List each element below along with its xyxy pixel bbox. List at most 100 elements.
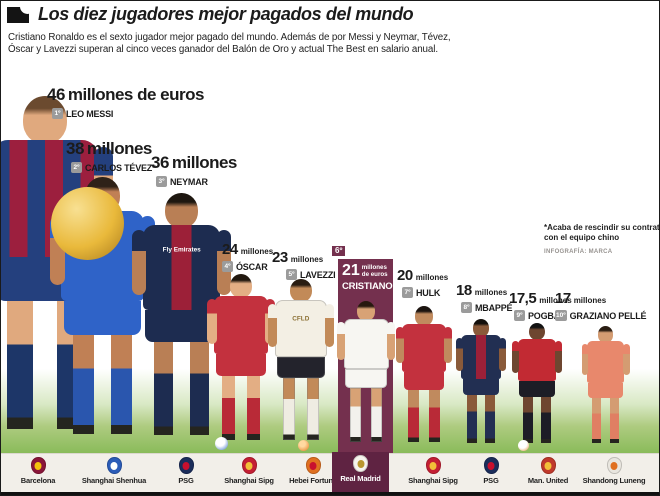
player-legs bbox=[592, 398, 619, 444]
player-legs bbox=[349, 387, 383, 442]
salary-value: 18 bbox=[456, 282, 472, 299]
player-figure-mbappe bbox=[455, 319, 506, 443]
salary-value: 20 bbox=[397, 267, 413, 284]
player-figure-cristiano bbox=[337, 301, 395, 442]
bottom-border bbox=[1, 492, 659, 495]
salary-value: 24 bbox=[222, 241, 238, 258]
player-figure-oscar bbox=[207, 274, 276, 441]
player-name: GRAZIANO PELLÉ bbox=[569, 310, 647, 321]
player-shorts bbox=[403, 371, 445, 390]
player-name: POGBA bbox=[528, 310, 561, 321]
club-crest-icon bbox=[425, 457, 441, 474]
player-head bbox=[22, 96, 68, 144]
club-crest-icon bbox=[305, 457, 321, 474]
player-shorts bbox=[462, 378, 500, 396]
salary-label-oscar: 24 millones 4º ÓSCAR bbox=[222, 241, 273, 272]
salary-value: 38 bbox=[66, 139, 84, 158]
player-shirt: CFLD bbox=[268, 300, 334, 357]
club-cell-shanghai-shenhua: Shanghai Shenhua bbox=[79, 454, 149, 493]
player-name: CRISTIANO bbox=[342, 281, 393, 292]
player-shirt bbox=[455, 335, 506, 379]
rank-badge: 5º bbox=[286, 269, 297, 280]
player-head bbox=[472, 319, 490, 337]
player-shorts bbox=[64, 301, 141, 336]
club-crest-icon bbox=[241, 457, 257, 474]
club-name: Barcelona bbox=[20, 476, 56, 485]
player-name: CARLOS TÉVEZ* bbox=[85, 162, 156, 173]
salary-value: 46 bbox=[47, 85, 65, 104]
club-cell-hebei-fortune: Hebei Fortune bbox=[278, 454, 348, 493]
player-name: NEYMAR bbox=[170, 176, 208, 187]
salary-label-hulk: 20 millones 7º HULK bbox=[397, 267, 448, 298]
rank-badge: 7º bbox=[402, 287, 413, 298]
ball-icon bbox=[298, 440, 309, 451]
player-legs bbox=[282, 378, 320, 441]
player-shorts bbox=[345, 368, 387, 388]
salary-unit: millones bbox=[474, 288, 508, 297]
player-figure-neymar: Fly Emirates bbox=[131, 193, 232, 435]
player-shirt bbox=[337, 319, 395, 369]
club-crest-icon bbox=[106, 457, 122, 474]
player-figure-pelle bbox=[581, 326, 629, 444]
rank-badge: 4º bbox=[222, 261, 233, 272]
player-shirt bbox=[396, 323, 452, 372]
club-crest-icon bbox=[483, 457, 499, 474]
player-shirt bbox=[207, 295, 276, 355]
club-cell-shandong-luneng: Shandong Luneng bbox=[579, 454, 649, 493]
club-name: Shanghai Shenhua bbox=[81, 476, 147, 485]
rank-badge: 9º bbox=[514, 310, 525, 321]
player-legs bbox=[73, 335, 132, 434]
salary-value: 36 bbox=[151, 153, 169, 172]
salary-value: 17,5 bbox=[509, 290, 537, 307]
player-name: ÓSCAR bbox=[236, 261, 268, 272]
subtitle: Cristiano Ronaldo es el sexto jugador me… bbox=[8, 32, 451, 55]
player-name: HULK bbox=[416, 287, 441, 298]
player-legs bbox=[523, 396, 551, 444]
club-name: Shandong Luneng bbox=[582, 476, 646, 485]
salary-unit: millones bbox=[86, 139, 152, 158]
club-name: Man. United bbox=[527, 476, 569, 485]
club-crest-icon bbox=[353, 455, 368, 472]
salary-label-pogba: 17,5 millones 9º POGBA bbox=[509, 290, 572, 321]
salary-unit: millones bbox=[573, 296, 607, 305]
club-strip: Barcelona Shanghai Shenhua PSG Shanghai … bbox=[1, 452, 659, 493]
salary-label-pelle: 17 millones 10º GRAZIANO PELLÉ bbox=[555, 290, 647, 321]
player-shorts bbox=[216, 354, 266, 377]
club-name: Hebei Fortune bbox=[289, 476, 337, 485]
player-shorts bbox=[276, 356, 326, 379]
club-name: Shanghai Sipg bbox=[224, 476, 274, 485]
rank-badge: 8º bbox=[461, 302, 472, 313]
title-bar: Los diez jugadores mejor pagados del mun… bbox=[7, 1, 414, 25]
player-legs bbox=[466, 395, 496, 443]
player-shorts bbox=[588, 382, 623, 399]
club-crest-icon bbox=[606, 457, 622, 474]
salary-unit: millones bbox=[415, 273, 449, 282]
player-name: LAVEZZI bbox=[300, 269, 336, 280]
section-marker-icon bbox=[7, 1, 35, 23]
salary-value: 23 bbox=[272, 249, 288, 266]
salary-unit: millones bbox=[290, 255, 324, 264]
rank-badge: 10º bbox=[555, 310, 567, 321]
player-head bbox=[165, 193, 198, 228]
player-head bbox=[229, 274, 253, 298]
player-name: LEO MESSI bbox=[66, 108, 114, 119]
salary-label-tevez: 38 millones 2º CARLOS TÉVEZ* bbox=[66, 139, 156, 173]
salary-label-cristiano: 21 millones de euros bbox=[338, 259, 393, 279]
player-head bbox=[529, 323, 545, 341]
ball-icon bbox=[518, 440, 529, 451]
salary-value: 17 bbox=[555, 290, 571, 307]
rank-badge: 6º bbox=[331, 245, 347, 257]
salary-unit: millones bbox=[240, 247, 274, 256]
golden-ball-icon bbox=[51, 187, 124, 260]
club-cell-psg: PSG bbox=[151, 454, 221, 493]
salary-label-mbappe: 18 millones 8º MBAPPÉ bbox=[456, 282, 513, 313]
shirt-sponsor-text: CFLD bbox=[292, 314, 310, 322]
player-name: MBAPPÉ bbox=[475, 302, 513, 313]
player-shirt bbox=[581, 341, 629, 383]
footnote-text: *Acaba de rescindir su contrato con el e… bbox=[544, 223, 660, 243]
salary-label-messi: 46 millones de euros 1º LEO MESSI bbox=[47, 85, 204, 119]
player-figure-hulk bbox=[396, 306, 452, 442]
shirt-sponsor-text: Fly Emirates bbox=[162, 246, 201, 254]
player-legs bbox=[221, 376, 261, 441]
